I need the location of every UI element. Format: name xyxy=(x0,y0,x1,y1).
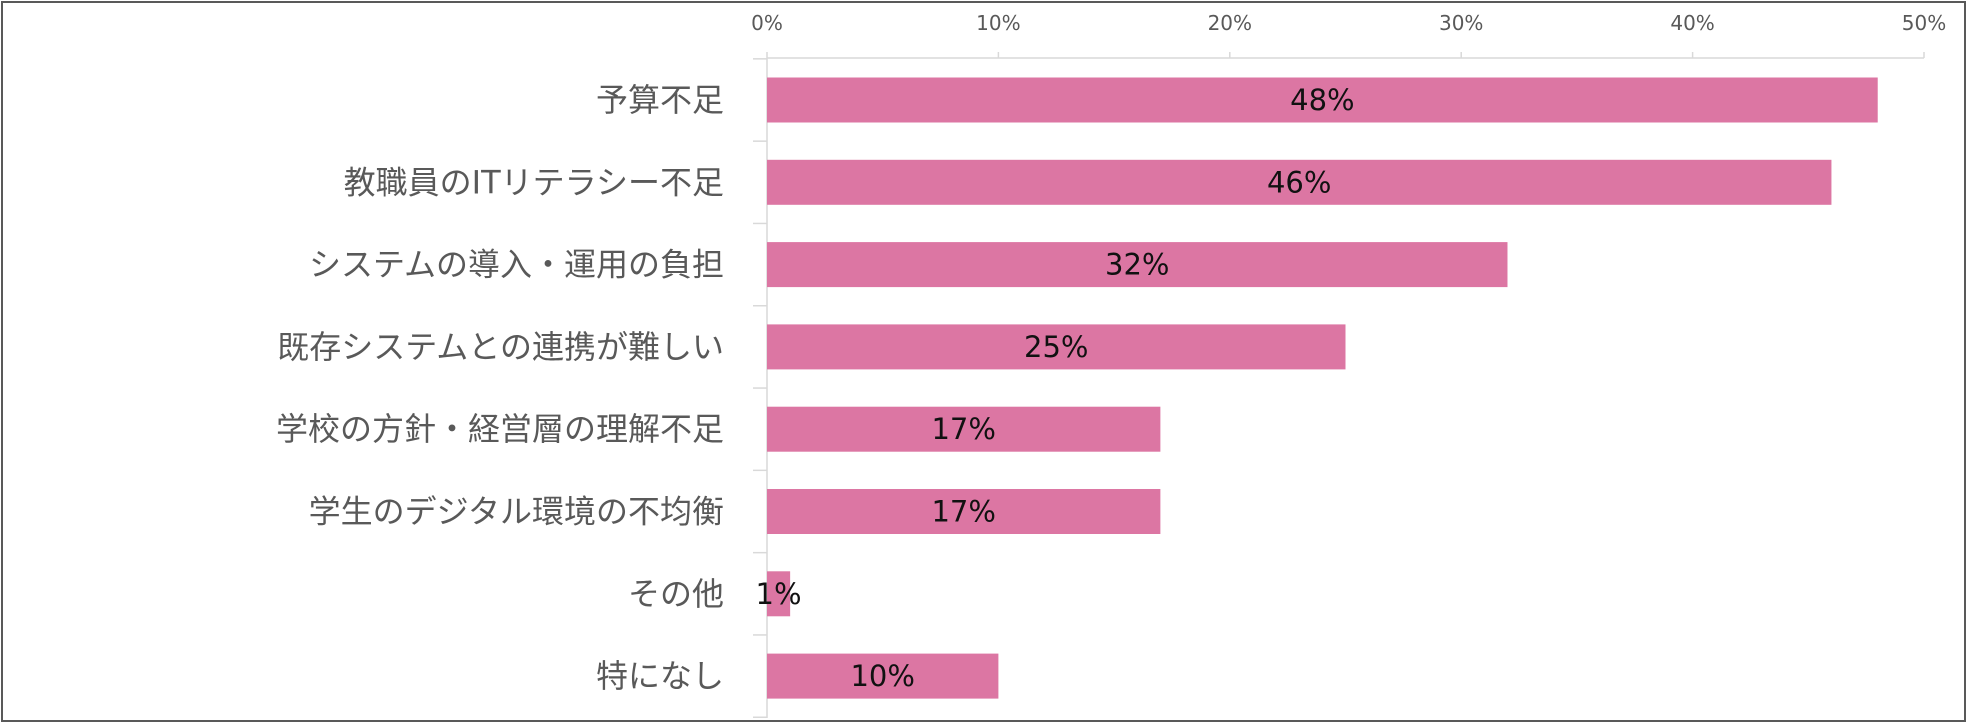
bar xyxy=(767,406,1161,452)
data-label: 17% xyxy=(931,412,995,446)
x-tick-label: 20% xyxy=(1208,11,1252,35)
x-tick-label: 40% xyxy=(1670,11,1714,35)
bar xyxy=(767,242,1508,288)
category-label: 教職員のITリテラシー不足 xyxy=(344,163,724,201)
category-axis: 予算不足教職員のITリテラシー不足システムの導入・運用の負担既存システムとの連携… xyxy=(276,81,724,695)
category-label: システムの導入・運用の負担 xyxy=(309,246,724,284)
data-label: 46% xyxy=(1267,165,1331,199)
data-label: 1% xyxy=(756,577,802,611)
data-label: 25% xyxy=(1024,330,1088,364)
bar xyxy=(767,77,1878,123)
category-label: 特になし xyxy=(596,657,724,695)
x-tick-label: 30% xyxy=(1439,11,1483,35)
data-labels: 48% 46% 32% 25% 17% 17% 1% 10% xyxy=(756,83,1355,693)
category-label: 既存システムとの連携が難しい xyxy=(277,328,724,366)
x-tick-label: 0% xyxy=(751,11,783,35)
bar xyxy=(767,489,1161,534)
category-label: その他 xyxy=(628,575,724,613)
bar xyxy=(767,653,999,699)
bar xyxy=(767,159,1832,205)
bar xyxy=(767,324,1346,370)
bar xyxy=(767,571,791,617)
data-label: 17% xyxy=(931,495,995,529)
category-label: 学校の方針・経営層の理解不足 xyxy=(276,410,724,448)
bar-series xyxy=(767,77,1878,699)
category-label: 予算不足 xyxy=(596,81,724,119)
data-label: 32% xyxy=(1105,248,1169,282)
x-tick-label: 50% xyxy=(1902,11,1946,35)
category-label: 学生のデジタル環境の不均衡 xyxy=(309,493,724,531)
data-label: 10% xyxy=(850,659,914,693)
data-label: 48% xyxy=(1290,83,1354,117)
x-tick-label: 10% xyxy=(976,11,1020,35)
